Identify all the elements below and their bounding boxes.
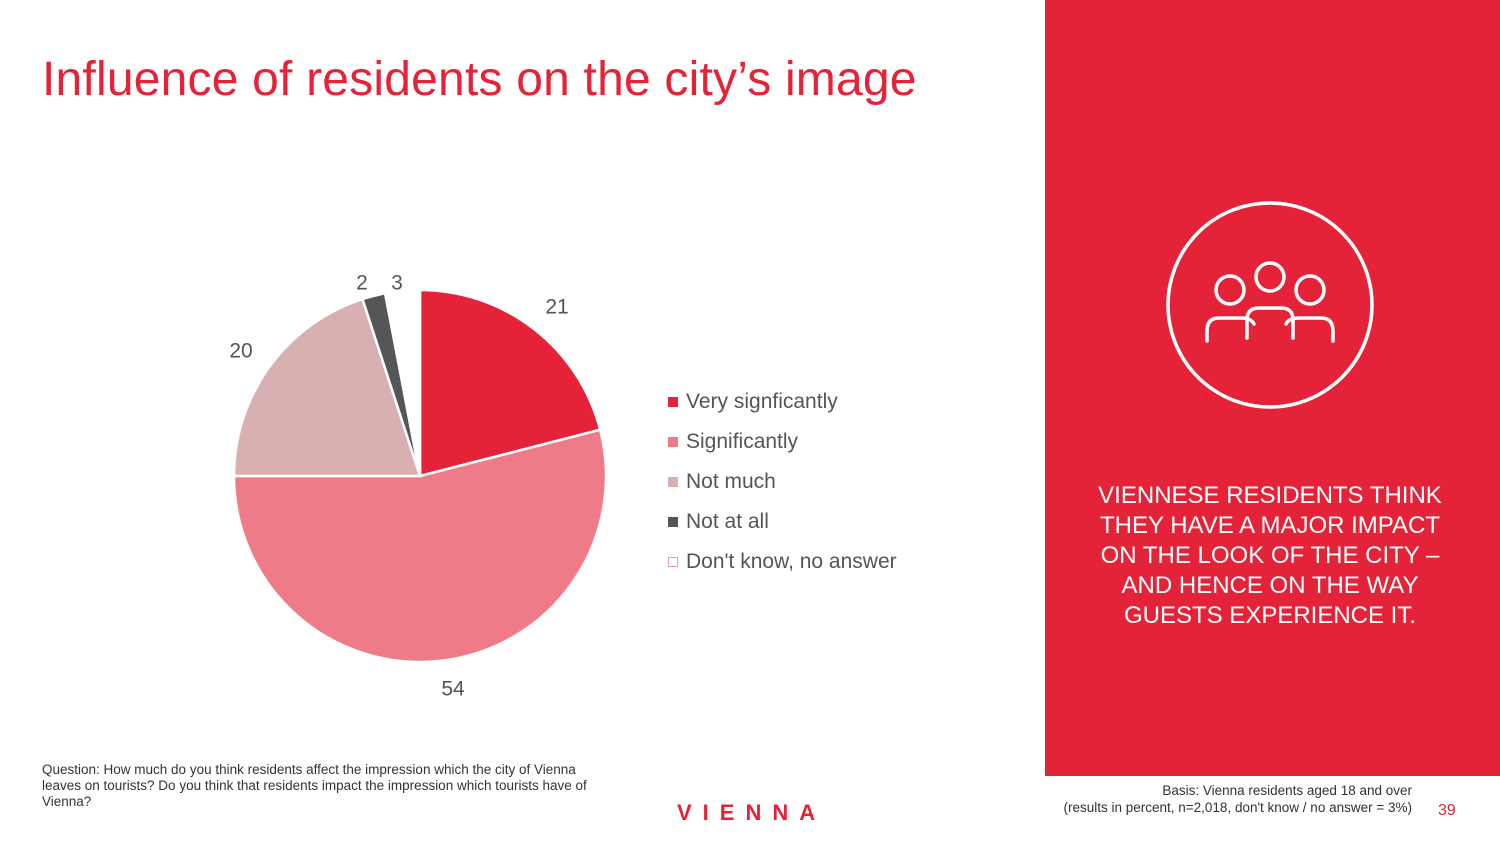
- legend-swatch: [668, 437, 678, 447]
- pie-data-label-4: 3: [391, 272, 403, 295]
- chart-legend: Very signficantly Significantly Not much…: [668, 382, 897, 582]
- pie-slice-4: [383, 288, 422, 477]
- basis-line-2: (results in percent, n=2,018, don't know…: [1063, 800, 1412, 815]
- legend-label: Very signficantly: [686, 390, 838, 413]
- people-group-icon: [1163, 198, 1377, 412]
- legend-label: Don't know, no answer: [686, 550, 897, 573]
- vienna-logo: VIENNA: [677, 800, 827, 825]
- legend-label: Not much: [686, 470, 776, 493]
- legend-item-not-much: Not much: [668, 462, 897, 502]
- basis-line-1: Basis: Vienna residents aged 18 and over: [1162, 783, 1412, 798]
- pie-slice-2: [232, 297, 422, 478]
- pie-data-label-2: 20: [229, 340, 252, 363]
- legend-item-significantly: Significantly: [668, 422, 897, 462]
- pie-slice-0: [418, 288, 602, 478]
- legend-swatch: [668, 557, 678, 567]
- question-note: Question: How much do you think resident…: [42, 762, 587, 809]
- legend-item-very-significantly: Very signficantly: [668, 382, 897, 422]
- legend-item-not-at-all: Not at all: [668, 502, 897, 542]
- pie-chart: 21 54 20 2 3: [229, 272, 608, 701]
- page-number: 39: [1438, 802, 1456, 819]
- pie-data-label-3: 2: [356, 272, 368, 295]
- pie-data-label-0: 21: [545, 296, 568, 319]
- key-finding-text: VIENNESE RESIDENTS THINK THEY HAVE A MAJ…: [1098, 482, 1442, 629]
- legend-swatch: [668, 397, 678, 407]
- side-panel: VIENNESE RESIDENTS THINK THEY HAVE A MAJ…: [1045, 0, 1500, 776]
- legend-swatch: [668, 517, 678, 527]
- legend-label: Not at all: [686, 510, 769, 533]
- pie-slice-1: [232, 428, 608, 664]
- page-title: Influence of residents on the city’s ima…: [42, 53, 917, 106]
- basis-note: Basis: Vienna residents aged 18 and over…: [972, 782, 1412, 816]
- legend-label: Significantly: [686, 430, 799, 453]
- legend-swatch: [668, 477, 678, 487]
- legend-item-dont-know: Don't know, no answer: [668, 542, 897, 582]
- pie-data-label-1: 54: [441, 678, 465, 701]
